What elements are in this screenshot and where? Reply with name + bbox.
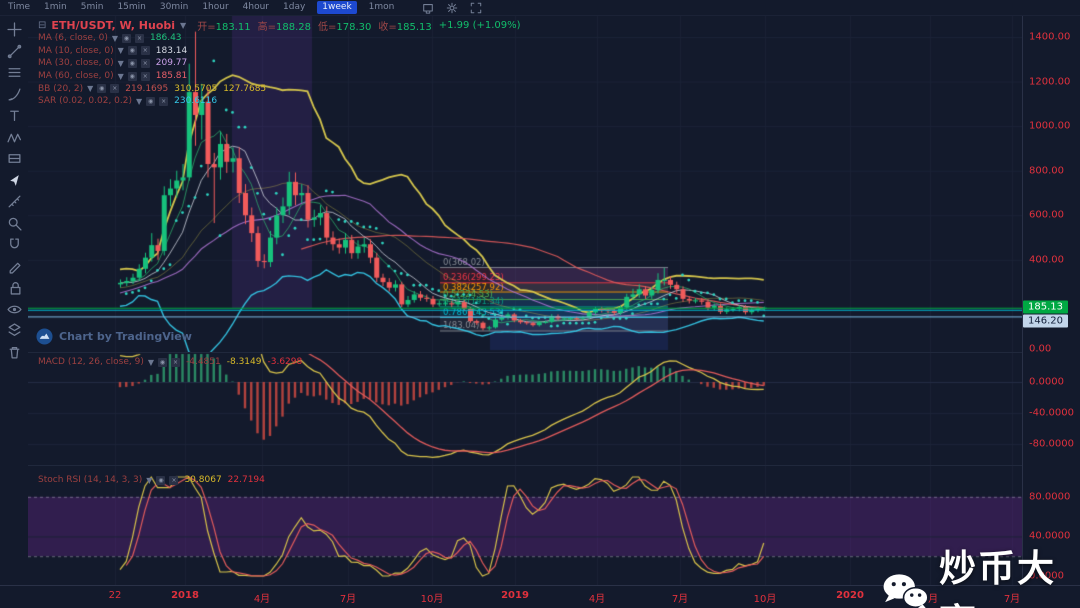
timeframe-1min[interactable]: 1min [44,2,67,12]
price-axis[interactable]: 1400.00 1200.00 1000.00 800.00 600.00 400.00 0… [1022,16,1080,585]
pane-separator-macd[interactable] [28,352,1022,353]
lock-icon[interactable] [5,280,23,295]
drawing-toolbar [0,16,28,585]
timeframe-1hour[interactable]: 1hour [202,2,229,12]
tradingview-attribution[interactable]: Chart by TradingView [36,328,192,345]
macd-axis-label: -80.0000 [1029,438,1074,450]
text-icon[interactable] [5,108,23,123]
delete-icon[interactable] [5,345,23,360]
object-tree-icon[interactable] [5,323,23,338]
timeframe-4hour[interactable]: 4hour [242,2,269,12]
zoom-in-icon[interactable] [5,216,23,231]
pane-separator-stoch[interactable] [28,465,1022,466]
time-axis-label: 10月 [753,594,777,605]
fib-retracement-icon[interactable] [5,65,23,80]
price-badge: 185.13 [1023,300,1068,314]
time-axis-label: 7月 [1003,594,1021,605]
timeframe-1day[interactable]: 1day [283,2,306,12]
topbar-icon-group [422,2,482,14]
time-axis-label: 7月 [671,594,689,605]
hide-drawings-icon[interactable] [5,302,23,317]
cursor-arrow-icon[interactable] [5,173,23,188]
wechat-icon [883,574,929,608]
interval-toolbar: Time 1min 5min 15min 30min 1hour 4hour 1day 1wee… [0,0,1080,16]
timeframe-1mon[interactable]: 1mon [368,2,395,12]
timeframe-5min[interactable]: 5min [80,2,104,12]
brush-icon[interactable] [5,87,23,102]
time-axis-label: 22 [108,590,122,601]
timeframe-Time[interactable]: Time [8,2,31,12]
price-axis-label: 600.00 [1029,209,1064,221]
price-axis-label: 400.00 [1029,254,1064,266]
macd-axis-label: -40.0000 [1029,407,1074,419]
time-axis-label: 2019 [501,590,529,601]
price-axis-label: 1000.00 [1029,120,1071,132]
time-axis-label: 4月 [921,594,939,605]
macd-axis-label: 0.0000 [1029,376,1064,388]
stoch-axis-label: 0.0000 [1029,570,1064,582]
timeframe-15min[interactable]: 15min [117,2,146,12]
attribution-text: Chart by TradingView [59,330,192,343]
time-axis-label: 4月 [588,594,606,605]
price-axis-label: 1200.00 [1029,76,1071,88]
crosshair-icon[interactable] [5,22,23,37]
xabcd-pattern-icon[interactable] [5,130,23,145]
forecast-icon[interactable] [5,151,23,166]
watermark: 炒币大亨 [882,538,1080,608]
tradingview-logo-icon [36,328,53,345]
fullscreen-icon[interactable] [470,2,482,14]
time-axis-label: 7月 [339,594,357,605]
chart-canvas[interactable] [28,16,1022,585]
trend-line-icon[interactable] [5,44,23,59]
timeframe-30min[interactable]: 30min [159,2,189,12]
watermark-text: 炒币大亨 [939,547,1056,608]
price-axis-label: 0.00 [1029,343,1052,355]
time-axis-label: 2018 [171,590,199,601]
settings-gear-icon[interactable] [446,2,458,14]
time-axis[interactable]: 22 2018 4月 7月 10月 2019 4月 7月 10月 2020 4月 7月 [0,585,1080,608]
magnet-icon[interactable] [5,237,23,252]
chart-layout-icon[interactable] [422,2,434,14]
ruler-icon[interactable] [5,194,23,209]
price-axis-label: 1400.00 [1029,31,1071,43]
stoch-axis-label: 40.0000 [1029,530,1071,542]
price-axis-label: 800.00 [1029,165,1064,177]
time-axis-label: 4月 [253,594,271,605]
edit-pencil-icon[interactable] [5,259,23,274]
price-badge: 146.20 [1023,314,1068,328]
time-axis-label: 10月 [420,594,444,605]
stoch-axis-label: 80.0000 [1029,491,1071,503]
time-axis-label: 2020 [836,590,864,601]
timeframe-1week[interactable]: 1week [317,1,357,14]
